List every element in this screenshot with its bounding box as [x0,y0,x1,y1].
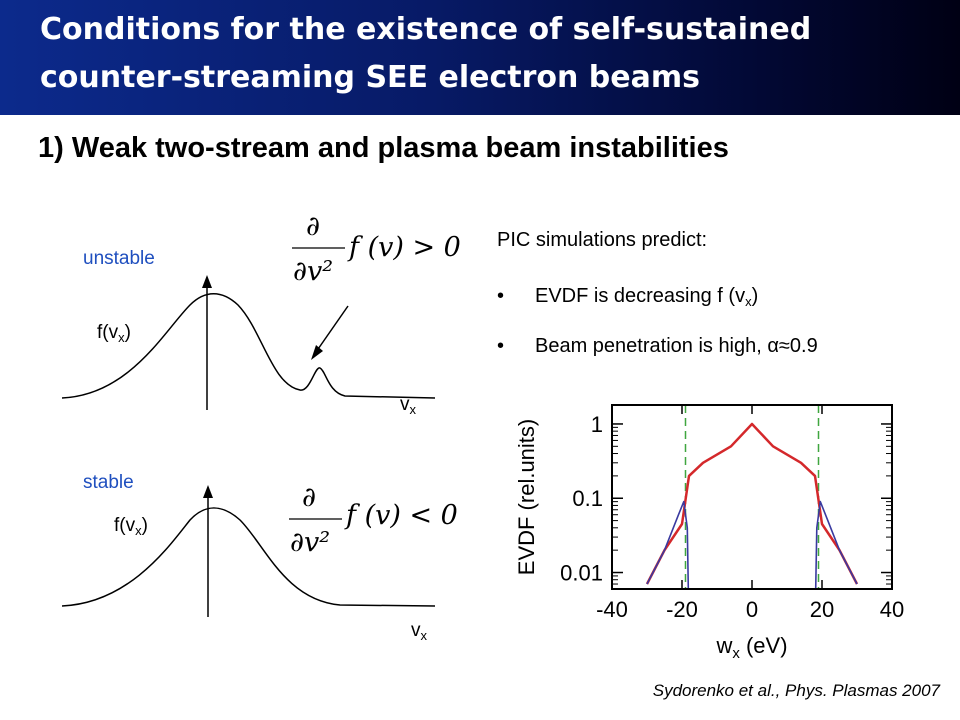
stable-ylabel: f(vx) [114,515,148,538]
title-line-1: Conditions for the existence of self-sus… [40,12,812,47]
unstable-ylabel-sub: x [118,330,125,345]
stable-y-arrowhead [203,485,213,498]
section-heading: 1) Weak two-stream and plasma beam insta… [38,132,729,164]
title-bar: Conditions for the existence of self-sus… [0,0,960,115]
stable-distribution-curve [61,507,436,607]
bullet-evdf-close: ) [751,285,759,307]
evdf-series-line-1 [645,422,859,585]
evdf-chart: 1 0.1 0.01 -40 -20 0 20 40 EVDF (rel.units) wx … [514,404,904,662]
chart-xlabel-sub: x [732,645,740,662]
bullet-penetration: • Beam penetration is high, α≈0.9 [497,335,957,358]
stable-xlabel-sub: x [420,628,428,643]
unstable-eq-denominator: ∂v² [293,256,333,287]
bullet-evdf-main: EVDF is decreasing f (v [535,285,746,307]
citation: Sydorenko et al., Phys. Plasmas 2007 [652,681,940,700]
stable-ylabel-sub: x [135,523,142,538]
stable-ylabel-main: f(v [114,515,136,536]
x-tick-label: 0 [746,597,758,622]
chart-ticks: 1 0.1 0.01 -40 -20 0 20 40 [560,405,904,622]
pic-prediction-list: PIC simulations predict: • EVDF is decre… [497,229,957,358]
chart-xlabel-main: w [715,633,732,658]
instability-arrow [315,305,349,353]
chart-frame [611,404,893,590]
stable-ylabel-close: ) [141,515,148,536]
unstable-eq-partial: ∂ [306,211,320,242]
bullet-penetration-text: Beam penetration is high, α≈0.9 [535,335,818,357]
y-tick-label: 1 [591,412,603,437]
chart-series [645,422,859,590]
bullet-evdf-sub: x [745,294,752,309]
slide-title: Conditions for the existence of self-sus… [40,6,940,102]
unstable-xlabel-sub: x [409,402,417,417]
x-tick-label: -20 [666,597,698,622]
chart-xlabel: wx (eV) [715,633,787,662]
stable-eq-function: f (v) < 0 [344,500,458,531]
stable-eq-denominator: ∂v² [290,527,330,558]
bullet-dot: • [497,285,505,307]
stable-xlabel-main: v [411,620,421,641]
unstable-ylabel-close: ) [124,322,131,343]
instability-arrowhead [311,345,323,360]
x-tick-label: 20 [810,597,834,622]
x-tick-label: -40 [596,597,628,622]
chart-ylabel: EVDF (rel.units) [514,419,539,575]
bullet-evdf-text: EVDF is decreasing f (vx) [535,285,758,309]
stable-eq-partial: ∂ [302,482,316,513]
chart-xlabel-unit: (eV) [740,633,788,658]
y-tick-label: 0.01 [560,561,603,586]
unstable-ylabel: f(vx) [97,322,131,345]
stable-label: stable [83,472,134,493]
bullet-evdf: • EVDF is decreasing f (vx) [497,285,957,309]
unstable-label: unstable [83,248,155,269]
x-tick-label: 40 [880,597,904,622]
y-tick-label: 0.1 [572,486,603,511]
unstable-y-arrowhead [202,275,212,288]
title-line-2: counter-streaming SEE electron beams [40,60,700,95]
stable-xlabel: vx [411,620,427,643]
bullet-dot: • [497,335,505,357]
unstable-ylabel-main: f(v [97,322,119,343]
chart-dashed-lines [684,405,820,589]
pic-intro: PIC simulations predict: [497,229,708,251]
unstable-eq-function: f (v) > 0 [347,232,461,263]
unstable-xlabel: vx [400,394,416,417]
unstable-distribution-curve [61,293,436,399]
unstable-xlabel-main: v [400,394,410,415]
evdf-series-line-2 [646,500,858,590]
